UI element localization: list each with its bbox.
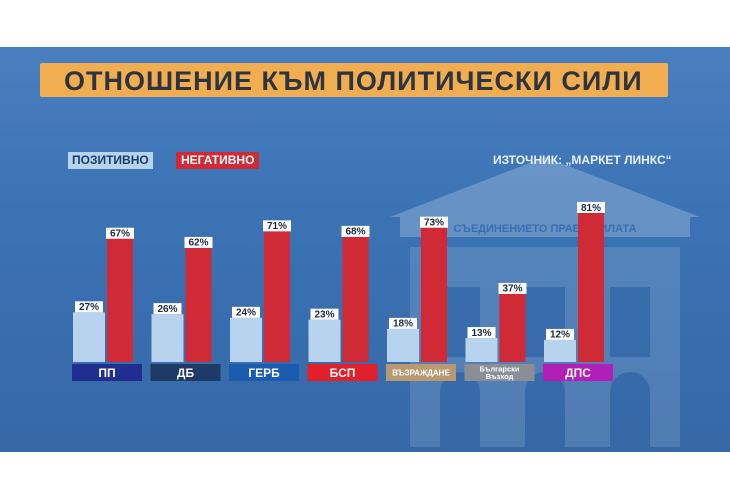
value-label-positive: 13% bbox=[471, 328, 491, 339]
value-label-positive-bg bbox=[232, 306, 260, 318]
value-label-negative-bg bbox=[341, 225, 370, 237]
category-label-bg bbox=[229, 364, 299, 381]
category-label: ПП bbox=[98, 366, 115, 380]
value-label-negative: 68% bbox=[345, 227, 365, 238]
value-label-negative: 73% bbox=[424, 217, 444, 228]
value-label-negative: 37% bbox=[502, 284, 522, 295]
value-label-positive-bg bbox=[75, 301, 103, 313]
bar-positive bbox=[308, 319, 341, 362]
value-label-positive-bg bbox=[467, 327, 496, 339]
category-label: ДБ bbox=[177, 366, 195, 380]
value-label-negative-bg bbox=[577, 201, 605, 213]
chart-title: ОТНОШЕНИЕ КЪМ ПОЛИТИЧЕСКИ СИЛИ bbox=[64, 66, 643, 96]
category-label: Възход bbox=[486, 372, 514, 381]
category-label: БСП bbox=[330, 366, 356, 380]
legend-negative: НЕГАТИВНО bbox=[176, 152, 260, 169]
category-label: Български bbox=[479, 365, 519, 374]
value-label-positive: 12% bbox=[550, 330, 570, 341]
value-label-negative: 81% bbox=[581, 203, 601, 214]
bar-positive bbox=[544, 339, 576, 362]
value-label-positive: 23% bbox=[314, 309, 334, 320]
category-label-bg bbox=[386, 364, 456, 381]
category-label-bg bbox=[464, 364, 535, 381]
value-label-negative: 62% bbox=[188, 238, 208, 249]
building-arch bbox=[610, 372, 650, 447]
building-window bbox=[610, 287, 650, 357]
value-label-negative-bg bbox=[420, 216, 448, 228]
value-label-negative-bg bbox=[184, 236, 213, 248]
value-label-positive-bg bbox=[389, 317, 417, 329]
building-arch bbox=[440, 372, 480, 447]
value-label-positive: 18% bbox=[393, 319, 413, 330]
value-label-negative: 71% bbox=[267, 221, 287, 232]
value-label-negative-bg bbox=[263, 220, 291, 232]
legend-positive: ПОЗИТИВНО bbox=[68, 152, 153, 169]
value-label-negative-bg bbox=[498, 282, 527, 294]
chart-panel: СЪЕДИНЕНИЕТО ПРАВИ СИЛАТА bbox=[0, 47, 730, 452]
value-label-positive: 24% bbox=[236, 308, 256, 319]
bar-negative bbox=[421, 227, 447, 362]
building-arch bbox=[525, 372, 565, 447]
category-label-bg bbox=[150, 364, 221, 381]
bar-positive bbox=[151, 314, 184, 362]
value-label-positive-bg bbox=[153, 303, 182, 315]
value-label-positive: 26% bbox=[157, 304, 177, 315]
category-label: ВЪЗРАЖДАНЕ bbox=[392, 369, 450, 378]
value-label-positive: 27% bbox=[79, 302, 99, 313]
value-label-negative-bg bbox=[106, 227, 134, 239]
category-label: ДПС bbox=[565, 366, 591, 380]
category-label-bg bbox=[72, 364, 142, 381]
building-pediment bbox=[390, 157, 700, 217]
category-label: ГЕРБ bbox=[248, 366, 280, 380]
value-label-positive-bg bbox=[546, 328, 574, 340]
bar-positive bbox=[73, 312, 105, 362]
bar-negative bbox=[499, 293, 526, 362]
bar-positive bbox=[387, 328, 419, 362]
value-label-positive-bg bbox=[310, 308, 339, 320]
category-label-bg bbox=[307, 364, 378, 381]
bar-negative bbox=[342, 236, 369, 362]
building-cornice bbox=[400, 217, 690, 237]
bar-negative bbox=[185, 247, 212, 362]
bar-positive bbox=[230, 317, 262, 362]
source-label: ИЗТОЧНИК: „МАРКЕТ ЛИНКС“ bbox=[493, 153, 672, 167]
value-label-negative: 67% bbox=[110, 229, 130, 240]
bar-negative bbox=[264, 231, 290, 362]
bar-positive bbox=[465, 338, 498, 362]
category-label-bg bbox=[543, 364, 613, 381]
bar-negative bbox=[107, 238, 133, 362]
title-bar: ОТНОШЕНИЕ КЪМ ПОЛИТИЧЕСКИ СИЛИ bbox=[40, 63, 668, 97]
bar-negative bbox=[578, 212, 604, 362]
